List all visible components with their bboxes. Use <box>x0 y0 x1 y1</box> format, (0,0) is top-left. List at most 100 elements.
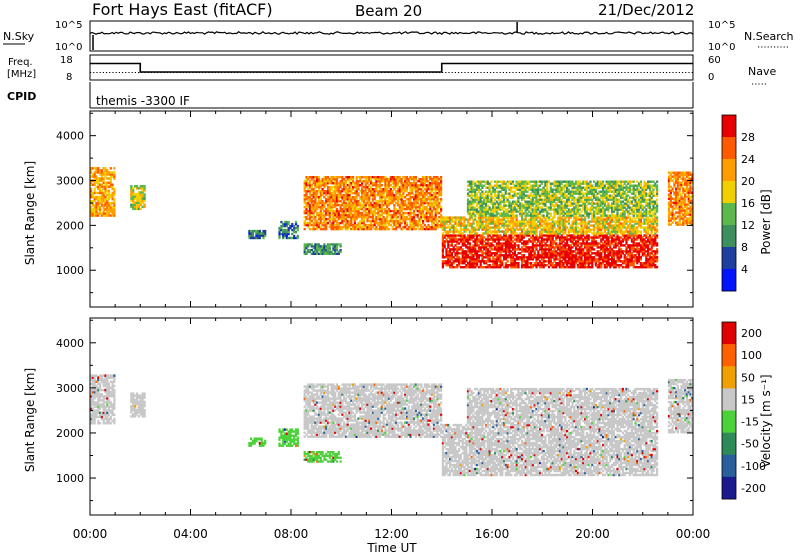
noise-left-label: N.Sky <box>3 30 35 43</box>
cell-power-6 <box>643 242 646 245</box>
cell-power-5 <box>330 217 333 221</box>
cell-power-6 <box>454 266 457 269</box>
cell-power-6 <box>618 258 621 261</box>
cell-power-6 <box>621 262 624 265</box>
cell-power-6 <box>456 264 459 267</box>
cell-power-6 <box>465 238 468 241</box>
cell-power-6 <box>461 248 464 251</box>
cell-power-1 <box>135 187 139 190</box>
cell-power-4 <box>314 243 317 246</box>
cell-power-5 <box>411 203 414 207</box>
cell-power-5 <box>373 182 376 185</box>
cell-power-6 <box>521 238 524 241</box>
cell-power-5 <box>307 188 310 191</box>
cell-power-6 <box>623 234 626 237</box>
cell-power-6 <box>569 256 572 259</box>
cell-power-5 <box>418 205 421 209</box>
cell-power-5 <box>380 178 383 181</box>
cell-power-5 <box>319 211 322 215</box>
noise-left-tick-top: 10^5 <box>55 20 82 31</box>
cell-power-6 <box>472 240 475 243</box>
cell-power-5 <box>398 223 401 227</box>
cell-power-5 <box>325 200 328 203</box>
cell-power-5 <box>317 198 321 201</box>
cell-power-6 <box>629 252 632 255</box>
cell-power-6 <box>539 266 542 269</box>
cell-power-6 <box>468 244 471 247</box>
cell-power-4 <box>319 247 322 250</box>
cell-power-3 <box>296 226 299 230</box>
cell-power-6 <box>494 252 497 255</box>
cell-power-5 <box>314 201 317 205</box>
cell-power-6 <box>544 260 547 263</box>
cell-power-5 <box>348 221 351 225</box>
cell-power-5 <box>407 213 410 217</box>
cell-power-6 <box>456 266 459 269</box>
cell-power-4 <box>312 252 315 255</box>
cell-power-5 <box>389 200 392 203</box>
cell-power-5 <box>355 215 358 219</box>
cell-power-6 <box>603 254 606 257</box>
cell-power-6 <box>450 234 453 237</box>
cell-power-6 <box>639 266 642 269</box>
cell-power-5 <box>361 194 364 197</box>
cell-power-5 <box>368 207 371 211</box>
cell-power-5 <box>346 198 349 201</box>
cell-power-5 <box>352 215 355 219</box>
cell-power-6 <box>647 262 650 265</box>
cell-power-6 <box>580 264 583 267</box>
cell-power-5 <box>316 221 319 225</box>
cell-power-5 <box>429 209 432 213</box>
cell-power-6 <box>605 266 608 269</box>
cell-power-6 <box>463 240 466 243</box>
cell-power-6 <box>567 238 570 241</box>
cell-power-5 <box>359 213 362 217</box>
cell-power-0 <box>99 210 102 213</box>
cell-power-5 <box>321 203 324 207</box>
cell-power-5 <box>413 194 416 197</box>
cell-power-3 <box>287 222 290 226</box>
cell-power-6 <box>609 244 612 247</box>
cell-power-6 <box>589 242 592 245</box>
cell-power-6 <box>600 234 603 237</box>
cell-power-3 <box>283 220 287 224</box>
cell-power-6 <box>573 236 576 239</box>
cell-power-6 <box>638 256 641 259</box>
cell-power-6 <box>483 246 486 249</box>
cell-power-5 <box>434 180 437 183</box>
cell-power-5 <box>382 200 385 203</box>
cell-power-6 <box>632 244 635 247</box>
cell-power-6 <box>569 260 572 263</box>
cell-power-6 <box>443 234 446 237</box>
cell-power-5 <box>350 190 353 193</box>
cell-power-6 <box>548 266 551 269</box>
cell-power-5 <box>346 203 349 207</box>
cell-power-6 <box>468 234 471 237</box>
cell-power-0 <box>91 183 94 186</box>
cell-power-5 <box>305 205 308 209</box>
cell-power-6 <box>468 260 471 263</box>
cell-power-6 <box>492 258 495 261</box>
cell-power-5 <box>409 217 412 221</box>
cell-power-6 <box>564 252 567 255</box>
cell-power-4 <box>310 248 313 252</box>
cell-power-5 <box>391 186 394 189</box>
cell-power-5 <box>308 200 312 203</box>
cell-power-5 <box>405 190 409 193</box>
cell-power-5 <box>371 211 374 215</box>
cell-power-6 <box>513 238 516 241</box>
cell-power-5 <box>386 196 389 199</box>
cell-power-5 <box>425 217 428 221</box>
cell-power-5 <box>420 198 423 201</box>
cell-power-6 <box>477 244 480 247</box>
cell-power-6 <box>549 234 552 237</box>
cell-power-5 <box>359 178 362 181</box>
cell-power-5 <box>438 198 441 201</box>
cell-power-5 <box>362 186 365 189</box>
cell-power-1 <box>135 203 139 206</box>
cell-power-5 <box>384 178 387 181</box>
cell-power-6 <box>627 244 630 247</box>
cell-power-5 <box>353 186 356 189</box>
cell-power-6 <box>533 244 536 247</box>
cell-power-6 <box>580 262 583 265</box>
